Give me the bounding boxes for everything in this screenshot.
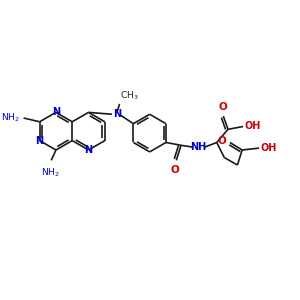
Text: N: N — [113, 109, 121, 119]
Text: N: N — [85, 145, 93, 155]
Text: NH$_2$: NH$_2$ — [41, 167, 60, 179]
Text: N: N — [36, 136, 44, 146]
Text: N: N — [52, 107, 60, 117]
Text: OH: OH — [245, 122, 261, 131]
Text: NH$_2$: NH$_2$ — [1, 112, 20, 124]
Text: O: O — [171, 165, 180, 175]
Text: NH: NH — [190, 142, 206, 152]
Text: O: O — [218, 136, 226, 146]
Text: O: O — [218, 102, 227, 112]
Text: OH: OH — [261, 143, 277, 153]
Text: CH$_3$: CH$_3$ — [120, 89, 138, 102]
